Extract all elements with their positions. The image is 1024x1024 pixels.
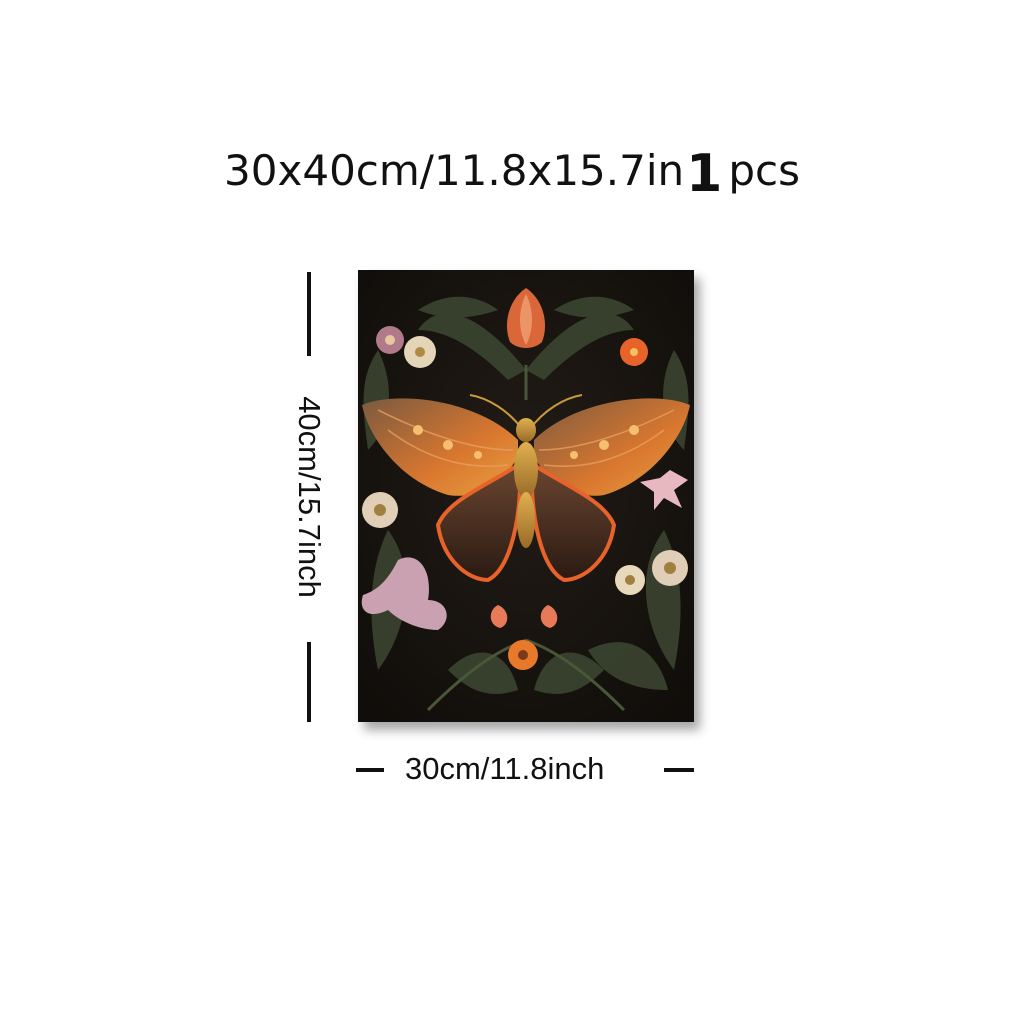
quantity-unit: pcs: [728, 146, 800, 195]
size-text: 30x40cm/11.8x15.7in: [224, 146, 685, 195]
product-size-title: 30x40cm/11.8x15.7in1 pcs: [0, 138, 1024, 204]
width-dimension-line-left: [356, 768, 384, 772]
height-dimension-line-bottom: [307, 642, 311, 722]
height-dimension-label: 40cm/15.7inch: [292, 396, 327, 598]
width-dimension-label: 30cm/11.8inch: [405, 751, 605, 786]
butterfly-artwork-illustration: [358, 270, 694, 722]
width-dimension-line-right: [664, 768, 694, 772]
canvas-print-artwork: [358, 270, 694, 722]
height-dimension-line-top: [307, 272, 311, 356]
quantity-number: 1: [686, 144, 723, 204]
